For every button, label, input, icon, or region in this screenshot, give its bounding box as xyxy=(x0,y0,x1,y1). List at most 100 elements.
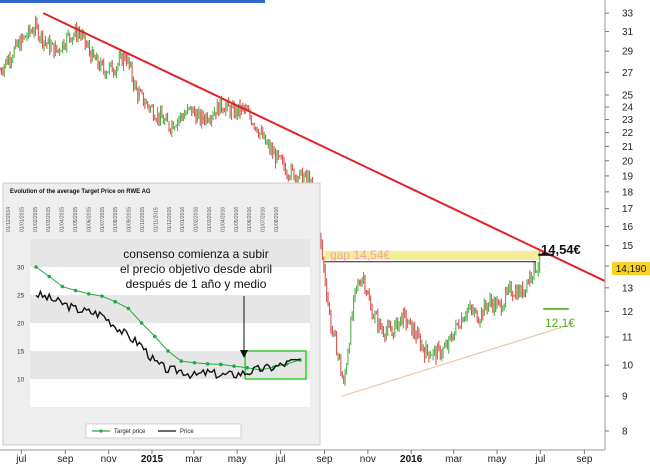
inset-date-label: 01/11/2015 xyxy=(153,207,159,232)
level-marks xyxy=(538,253,569,310)
inset-series-price xyxy=(35,289,301,380)
inset-y-ticks: 10 15 20 25 30 xyxy=(17,265,25,384)
annotation-line-1: consenso comienza a subir xyxy=(123,247,268,261)
y-tick-label: 25 xyxy=(622,90,634,101)
inset-chart: Evolution of the average Target Price on… xyxy=(2,182,321,446)
y-tick-label: 8 xyxy=(622,426,628,437)
inset-date-label: 01/04/2015 xyxy=(60,207,66,232)
annotation-line-2: el precio objetivo desde abril xyxy=(120,262,272,276)
inset-date-label: 01/08/2015 xyxy=(113,207,119,232)
y-tick-label: 27 xyxy=(622,68,634,79)
inset-date-label: 01/03/2016 xyxy=(207,207,213,232)
inset-target-point xyxy=(100,294,104,298)
x-tick-label: mar xyxy=(185,454,203,465)
support-trendline xyxy=(341,323,573,397)
y-tick-label: 11 xyxy=(622,333,633,344)
y-tick-label: 29 xyxy=(622,47,634,58)
inset-target-point xyxy=(34,265,38,269)
y-tick-label: 10 xyxy=(622,361,634,372)
y-tick-label: 31 xyxy=(622,27,634,38)
gap-label: gap 14,54€ xyxy=(330,248,390,262)
inset-target-point xyxy=(126,306,131,311)
y-tick-label: 17 xyxy=(622,204,634,215)
inset-target-point xyxy=(139,321,144,325)
y-tick-label: 16 xyxy=(622,222,634,233)
legend-item-target-price: Target price xyxy=(92,429,146,435)
y-tick-label: 13 xyxy=(622,283,634,294)
gap-zone xyxy=(324,250,541,260)
downtrend-line xyxy=(42,12,606,282)
inset-target-point xyxy=(60,284,65,289)
x-tick-label: nov xyxy=(101,454,117,465)
x-tick-label: mar xyxy=(445,454,463,465)
inset-date-label: 01/07/2016 xyxy=(261,207,267,232)
y-tick-label: 19 xyxy=(622,171,634,182)
last-price-label: 14,190 xyxy=(616,264,647,275)
last-price-tag: 14,190 xyxy=(612,262,650,275)
y-tick-label: 12 xyxy=(622,307,634,318)
inset-date-label: 01/01/2016 xyxy=(180,207,186,232)
inset-grid-band xyxy=(30,351,310,379)
inset-target-point xyxy=(179,359,183,363)
inset-target-point xyxy=(113,299,117,304)
inset-date-label: 01/05/2016 xyxy=(234,207,240,232)
inset-target-point xyxy=(153,334,157,339)
last-price-tag-bg xyxy=(612,262,650,275)
gap-zone-band xyxy=(324,250,541,260)
inset-date-label: 01/02/2016 xyxy=(194,207,200,232)
inset-highlight xyxy=(244,350,307,380)
support-trendline-segment xyxy=(341,323,573,397)
inset-date-label: 01/07/2015 xyxy=(100,207,106,232)
inset-date-label: 01/08/2016 xyxy=(274,207,280,232)
x-tick-label: jul xyxy=(274,454,285,465)
y-tick-label: 22 xyxy=(622,128,634,139)
inset-date-label: 01/03/2015 xyxy=(46,207,52,232)
inset-target-point xyxy=(219,362,223,367)
support-price-label: 12,1€ xyxy=(545,316,575,330)
y-tick-label: 9 xyxy=(622,392,628,403)
inset-y-tick-label: 30 xyxy=(17,265,25,272)
y-tick-label: 20 xyxy=(622,156,634,167)
y-tick-label: 21 xyxy=(622,142,634,153)
inset-date-labels: 01/12/2014 01/01/2015 01/02/2015 01/03/2015… xyxy=(6,207,280,232)
x-tick-label: 2016 xyxy=(400,454,423,465)
legend-item-price: Price xyxy=(158,429,194,435)
target-price-label: 14,54€ xyxy=(541,242,581,257)
inset-date-label: 01/12/2015 xyxy=(167,207,173,232)
y-tick-label: 24 xyxy=(622,103,634,114)
legend-price-label: Price xyxy=(180,429,194,435)
x-tick-label: 2015 xyxy=(141,454,164,465)
downtrend-segment xyxy=(42,12,606,282)
x-tick-label: jul xyxy=(534,454,545,465)
annotation-arrowhead xyxy=(240,350,248,358)
inset-annotation: consenso comienza a subir el precio obje… xyxy=(120,247,272,358)
inset-target-point xyxy=(73,288,78,293)
x-axis-ticks: jul sep nov 2015 mar may jul sep nov 2016 mar may ju… xyxy=(15,450,593,465)
y-tick-label: 33 xyxy=(622,9,634,20)
inset-series xyxy=(34,265,302,380)
inset-y-tick-label: 20 xyxy=(17,321,25,328)
inset-date-label: 01/06/2016 xyxy=(247,207,253,232)
inset-date-label: 01/10/2015 xyxy=(140,207,146,232)
y-tick-label: 23 xyxy=(622,115,634,126)
inset-target-point xyxy=(166,349,170,353)
inset-y-tick-label: 15 xyxy=(17,349,25,356)
inset-date-label: 01/05/2015 xyxy=(73,207,79,232)
x-tick-label: sep xyxy=(57,454,74,465)
x-tick-label: sep xyxy=(316,454,333,465)
x-tick-label: jul xyxy=(15,454,26,465)
inset-date-label: 01/09/2015 xyxy=(127,207,133,232)
inset-target-point xyxy=(245,366,249,370)
inset-date-label: 01/06/2015 xyxy=(86,207,92,232)
inset-target-point xyxy=(47,274,51,279)
inset-grid-band xyxy=(30,239,310,267)
inset-date-label: 01/02/2015 xyxy=(33,207,39,232)
inset-date-label: 01/12/2014 xyxy=(6,207,12,232)
price-series xyxy=(0,15,541,386)
y-tick-label: 15 xyxy=(622,241,634,252)
inset-y-tick-label: 10 xyxy=(17,377,25,384)
inset-date-label: 01/04/2016 xyxy=(220,207,226,232)
y-tick-label: 18 xyxy=(622,187,634,198)
inset-title: Evolution of the average Target Price on… xyxy=(10,189,151,195)
x-tick-label: may xyxy=(228,454,247,465)
